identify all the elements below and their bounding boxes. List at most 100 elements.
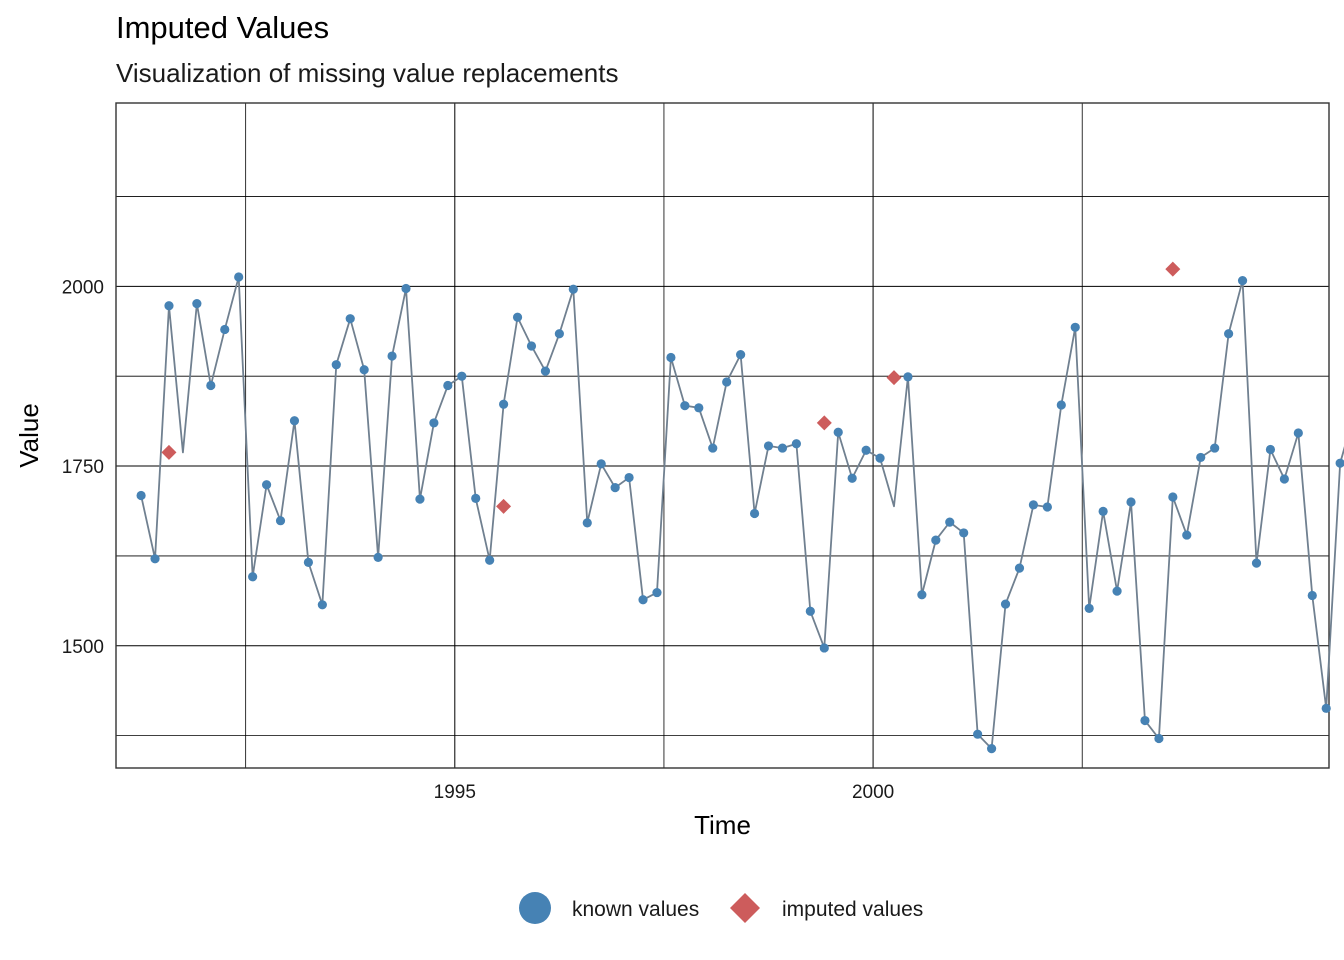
series-line	[140, 276, 1344, 750]
imputed-value-point	[496, 498, 512, 514]
y-tick-label: 1500	[62, 637, 104, 658]
known-value-point	[1042, 502, 1052, 512]
known-value-point	[485, 555, 495, 565]
known-value-point	[749, 508, 760, 519]
known-value-point	[819, 643, 829, 653]
known-value-point	[736, 350, 746, 360]
known-value-point	[568, 284, 578, 294]
known-value-point	[1098, 506, 1108, 516]
known-value-point	[596, 459, 606, 469]
known-value-point	[359, 365, 369, 375]
known-value-point	[387, 351, 397, 361]
known-value-point	[164, 301, 174, 311]
known-value-point	[666, 352, 676, 363]
known-value-point	[1154, 733, 1164, 744]
known-value-point	[694, 403, 704, 413]
known-value-point	[973, 729, 983, 739]
legend-known-label: known values	[572, 898, 699, 921]
imputed-value-point	[161, 444, 177, 460]
known-value-point	[1265, 444, 1276, 455]
known-value-point	[150, 554, 160, 564]
known-value-point	[1293, 428, 1303, 438]
legend: known values imputed values	[519, 892, 923, 924]
known-value-point	[192, 298, 202, 309]
known-value-point	[1140, 715, 1150, 726]
known-value-point	[875, 453, 885, 463]
known-value-point	[861, 445, 871, 455]
known-value-point	[499, 399, 509, 409]
known-value-point	[986, 743, 997, 754]
known-value-point	[1070, 322, 1080, 332]
known-value-point	[401, 283, 411, 294]
known-value-point	[512, 312, 523, 322]
known-value-point	[415, 494, 425, 504]
gridlines	[116, 103, 1329, 768]
known-value-point	[1084, 603, 1094, 614]
known-value-point	[317, 600, 327, 610]
known-value-point	[1237, 275, 1248, 286]
known-value-point	[652, 587, 662, 598]
known-value-point	[429, 418, 439, 428]
known-value-point	[136, 490, 146, 501]
known-value-point	[1335, 458, 1344, 468]
known-value-point	[1168, 492, 1178, 502]
known-value-point	[791, 439, 801, 449]
known-value-point	[833, 427, 843, 437]
y-axis-title: Value	[14, 403, 44, 468]
known-value-point	[1307, 590, 1317, 601]
imputed-value-point	[1165, 261, 1181, 277]
known-value-point	[945, 517, 955, 527]
known-value-point	[1028, 500, 1039, 510]
known-value-point	[931, 535, 941, 545]
legend-imputed-key	[730, 893, 760, 923]
x-axis-title: Time	[694, 810, 751, 840]
known-value-point	[763, 441, 774, 451]
known-value-point	[777, 443, 788, 453]
known-value-point	[457, 371, 467, 381]
known-value-point	[708, 443, 718, 453]
known-value-point	[1251, 558, 1262, 568]
known-value-point	[624, 472, 634, 483]
known-value-point	[1112, 586, 1122, 596]
y-tick-label: 2000	[62, 277, 104, 298]
known-value-point	[443, 380, 453, 391]
known-value-point	[582, 518, 592, 528]
known-value-point	[847, 473, 857, 483]
known-value-point	[722, 377, 732, 387]
known-value-point	[261, 480, 272, 490]
known-value-point	[275, 516, 286, 526]
known-value-point	[1321, 703, 1331, 713]
known-value-point	[234, 272, 244, 282]
known-value-point	[1126, 497, 1136, 507]
known-value-point	[903, 372, 913, 382]
known-value-point	[805, 606, 815, 616]
x-tick-label: 1995	[434, 782, 476, 803]
legend-known-key	[519, 892, 551, 924]
known-value-point	[1056, 400, 1066, 410]
known-value-point	[610, 483, 620, 493]
x-tick-label: 2000	[852, 782, 894, 803]
legend-imputed-label: imputed values	[782, 898, 923, 921]
known-value-point	[289, 416, 300, 426]
imputed-value-point	[886, 370, 902, 386]
known-value-point	[1210, 443, 1220, 453]
known-value-point	[471, 493, 481, 504]
known-value-point	[1014, 563, 1025, 573]
known-value-point	[331, 360, 341, 370]
known-value-point	[1196, 452, 1206, 463]
known-value-point	[554, 329, 564, 339]
chart-subtitle: Visualization of missing value replaceme…	[116, 58, 619, 88]
known-value-point	[638, 595, 648, 605]
known-value-point	[1182, 530, 1192, 540]
known-value-point	[680, 401, 690, 411]
imputed-value-point	[816, 415, 832, 431]
y-tick-label: 1750	[62, 457, 104, 478]
known-value-point	[220, 324, 230, 335]
known-value-point	[206, 380, 216, 391]
panel-border	[115, 102, 1330, 769]
known-value-point	[917, 590, 927, 600]
known-value-point	[1279, 474, 1289, 484]
known-value-point	[1000, 599, 1011, 609]
known-value-point	[248, 572, 258, 582]
